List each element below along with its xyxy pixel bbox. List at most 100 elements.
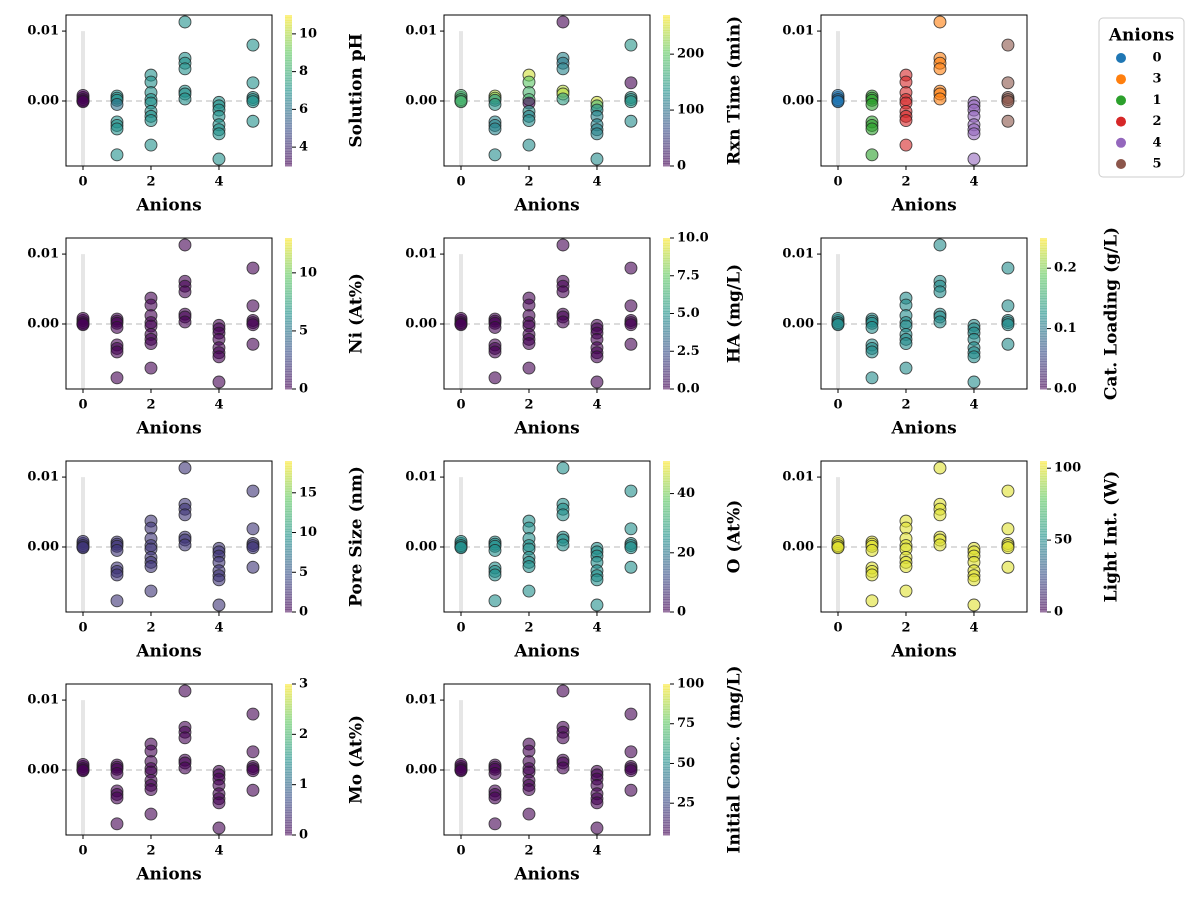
- colorbar-segment: [663, 536, 670, 540]
- colorbar-segment: [285, 22, 292, 26]
- data-point: [144, 114, 158, 128]
- colorbar-segment: [1040, 481, 1047, 485]
- colorbar-segment: [285, 82, 292, 86]
- colorbar-segment: [285, 50, 292, 54]
- colorbar-segment: [663, 351, 670, 355]
- y-tick-label: 0.00: [405, 539, 437, 554]
- colorbar-segment: [285, 245, 292, 249]
- colorbar-segment: [1040, 363, 1047, 367]
- data-point: [246, 783, 260, 797]
- colorbar-segment: [1040, 378, 1047, 382]
- colorbar-segment: [285, 599, 292, 603]
- colorbar-segment: [663, 576, 670, 580]
- colorbar-tick-label: 10.0: [677, 231, 709, 246]
- x-axis-label: Anions: [890, 642, 956, 662]
- y-tick-label: 0.01: [405, 24, 437, 39]
- data-point: [212, 821, 226, 835]
- colorbar-segment: [1040, 564, 1047, 568]
- data-point: [212, 375, 226, 389]
- data-point: [1001, 560, 1015, 574]
- colorbar-segment: [1040, 250, 1047, 254]
- colorbar-segment: [663, 348, 670, 352]
- colorbar-tick-label: 5: [299, 565, 308, 580]
- data-point: [454, 95, 468, 109]
- data-point: [1001, 541, 1015, 555]
- colorbar-segment: [1040, 361, 1047, 365]
- colorbar-segment: [1040, 581, 1047, 585]
- colorbar-segment: [663, 463, 670, 467]
- colorbar-tick-label: 100: [1054, 461, 1081, 476]
- colorbar-segment: [285, 513, 292, 517]
- colorbar-segment: [663, 85, 670, 89]
- colorbar-segment: [1040, 268, 1047, 272]
- colorbar-segment: [663, 113, 670, 117]
- colorbar-segment: [285, 103, 292, 107]
- data-point: [624, 484, 638, 498]
- colorbar-segment: [663, 305, 670, 309]
- colorbar-segment: [663, 298, 670, 302]
- colorbar-segment: [1040, 248, 1047, 252]
- colorbar-segment: [663, 827, 670, 831]
- subplot: 0 2 4 0.00 0.01 Anions 4 6 8 10 Solution pH: [27, 14, 367, 216]
- colorbar-segment: [285, 759, 292, 763]
- colorbar-segment: [663, 797, 670, 801]
- data-point: [865, 122, 879, 136]
- colorbar-segment: [1040, 333, 1047, 337]
- colorbar-segment: [285, 684, 292, 688]
- data-point: [556, 684, 570, 698]
- colorbar-segment: [663, 47, 670, 51]
- legend-label: 2: [1152, 114, 1161, 129]
- colorbar-segment: [1040, 280, 1047, 284]
- colorbar-segment: [663, 123, 670, 127]
- data-point: [246, 522, 260, 536]
- colorbar-segment: [285, 243, 292, 247]
- data-point: [831, 541, 845, 555]
- data-point: [865, 544, 879, 557]
- colorbar-segment: [663, 93, 670, 97]
- colorbar-segment: [1040, 260, 1047, 264]
- colorbar-tick-label: 2: [299, 727, 308, 742]
- colorbar-segment: [285, 596, 292, 600]
- colorbar-segment: [663, 807, 670, 811]
- colorbar-segment: [663, 528, 670, 532]
- colorbar-segment: [663, 503, 670, 507]
- data-point: [590, 573, 604, 587]
- colorbar-segment: [285, 731, 292, 735]
- data-point: [556, 92, 570, 106]
- colorbar-segment: [663, 240, 670, 244]
- colorbar-segment: [285, 606, 292, 610]
- subplot: 0 2 4 0.00 0.01 Anions Anions 0 3 1 2 4 5: [782, 14, 1185, 216]
- colorbar-segment: [663, 55, 670, 59]
- colorbar-segment: [1040, 376, 1047, 380]
- data-point: [933, 285, 947, 299]
- colorbar-segment: [285, 556, 292, 560]
- colorbar-segment: [663, 37, 670, 41]
- colorbar-segment: [663, 574, 670, 578]
- data-point: [144, 807, 158, 821]
- colorbar-segment: [285, 802, 292, 806]
- colorbar-segment: [663, 817, 670, 821]
- colorbar-segment: [285, 774, 292, 778]
- colorbar-segment: [1040, 356, 1047, 360]
- axes-frame: [443, 683, 651, 836]
- colorbar-segment: [285, 265, 292, 269]
- x-tick-label: 2: [524, 398, 533, 413]
- data-point: [178, 461, 192, 475]
- colorbar-segment: [663, 371, 670, 375]
- colorbar-segment: [285, 569, 292, 573]
- colorbar-segment: [663, 556, 670, 560]
- colorbar-segment: [285, 508, 292, 512]
- data-point: [178, 731, 192, 745]
- colorbar-segment: [285, 32, 292, 36]
- colorbar-segment: [663, 368, 670, 372]
- colorbar-segment: [285, 378, 292, 382]
- colorbar-segment: [285, 376, 292, 380]
- colorbar-segment: [285, 303, 292, 307]
- colorbar-segment: [285, 789, 292, 793]
- colorbar-segment: [663, 128, 670, 132]
- colorbar-segment: [1040, 263, 1047, 267]
- colorbar-segment: [1040, 486, 1047, 490]
- colorbar-segment: [1040, 351, 1047, 355]
- colorbar-segment: [285, 526, 292, 530]
